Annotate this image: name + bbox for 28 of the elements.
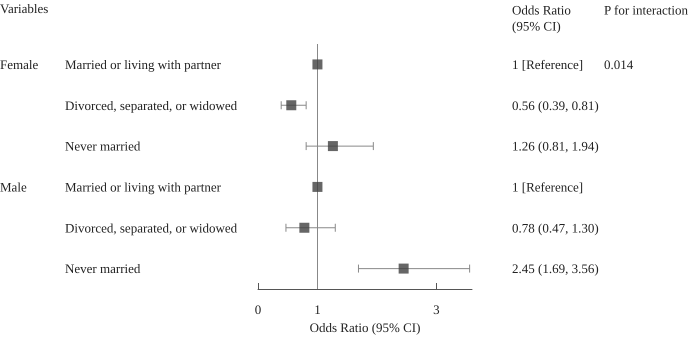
point — [312, 182, 322, 192]
x-tick-label: 1 — [314, 302, 321, 317]
point — [398, 264, 409, 274]
y-tick-label: Married or living with partner — [65, 179, 222, 194]
text: 0.56 (0.39, 0.81) — [512, 98, 599, 113]
point — [299, 222, 310, 233]
text: 1 [Reference] — [512, 56, 584, 72]
text: Female — [0, 56, 38, 72]
y-tick-label: Never married — [65, 261, 141, 276]
text: 2.45 (1.69, 3.56) — [512, 261, 599, 276]
text: P for interaction — [604, 2, 688, 18]
text: 0.78 (0.47, 1.30) — [512, 220, 599, 236]
text: Male — [0, 179, 27, 194]
y-axis-title: Variables — [0, 1, 48, 16]
text: 1 [Reference] — [512, 179, 584, 194]
text: Odds Ratio (95% CI) — [512, 2, 571, 34]
point — [286, 100, 296, 110]
y-tick-label: Divorced, separated, or widowed — [65, 220, 238, 236]
x-tick-label: 0 — [254, 302, 262, 317]
point — [312, 59, 322, 70]
x-axis-title: Odds Ratio (95% CI) — [310, 320, 420, 335]
point — [328, 141, 338, 152]
y-tick-label: Never married — [65, 138, 141, 154]
y-tick-label: Divorced, separated, or widowed — [65, 98, 238, 113]
text: 0.014 — [604, 56, 634, 72]
text: 1.26 (0.81, 1.94) — [512, 138, 599, 154]
y-tick-label: Married or living with partner — [65, 56, 222, 72]
x-tick-label: 3 — [433, 302, 440, 317]
